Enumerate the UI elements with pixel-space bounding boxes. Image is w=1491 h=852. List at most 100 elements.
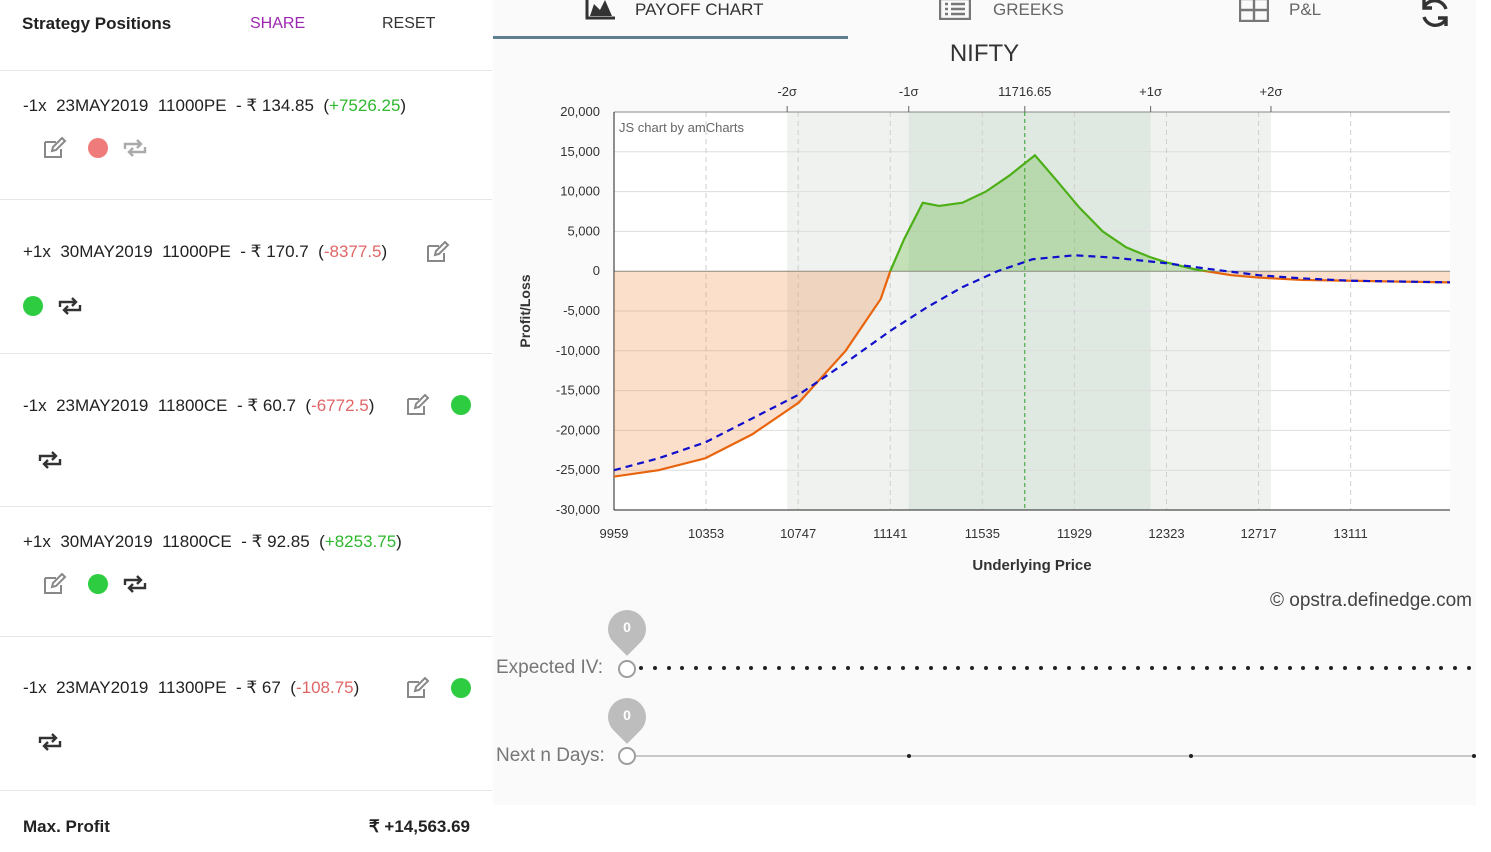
- expected-iv-tick: [777, 666, 781, 670]
- position-row: +1x 30MAY2019 11800CE - ₹ 92.85 (+8253.7…: [0, 507, 492, 637]
- expected-iv-tick: [639, 666, 643, 670]
- expected-iv-tick: [749, 666, 754, 670]
- x-tick-label: 12323: [1148, 526, 1184, 541]
- status-dot[interactable]: [451, 395, 471, 415]
- max-profit-value: ₹ +14,563.69: [368, 817, 470, 836]
- next-days-track[interactable]: [627, 755, 1475, 757]
- repeat-icon[interactable]: [122, 135, 148, 161]
- y-tick-label: 10,000: [560, 184, 600, 199]
- area-chart-icon: [585, 0, 615, 20]
- share-button[interactable]: SHARE: [250, 15, 306, 32]
- expected-iv-tick: [859, 666, 864, 670]
- repeat-icon[interactable]: [37, 729, 63, 755]
- expected-iv-tick: [928, 666, 933, 670]
- next-days-tick: [1189, 754, 1193, 758]
- expected-iv-tick: [1287, 666, 1292, 670]
- edit-icon[interactable]: [425, 239, 451, 265]
- position-row: -1x 23MAY2019 11300PE - ₹ 67 (-108.75): [0, 637, 492, 789]
- expected-iv-tick: [1260, 666, 1264, 670]
- max-profit-row: Max. Profit ₹ +14,563.69: [0, 790, 492, 852]
- x-tick-label: 11141: [873, 526, 907, 541]
- expected-iv-tick: [1191, 666, 1195, 670]
- x-tick-label: 10747: [780, 526, 816, 541]
- position-qty: -1x: [23, 678, 47, 697]
- expected-iv-tick: [721, 666, 726, 670]
- chart-title: NIFTY: [949, 40, 1020, 67]
- position-qty: -1x: [23, 96, 47, 115]
- expected-iv-tick: [915, 666, 919, 670]
- expected-iv-label: Expected IV:: [496, 657, 604, 678]
- position-expiry: 23MAY2019: [56, 96, 149, 115]
- y-tick-label: 0: [593, 263, 600, 278]
- expected-iv-tick: [873, 666, 878, 670]
- status-dot[interactable]: [88, 138, 108, 158]
- expected-iv-tick: [984, 666, 988, 670]
- repeat-icon[interactable]: [57, 293, 83, 319]
- list-icon: [938, 0, 972, 21]
- expected-iv-tick: [1108, 666, 1113, 670]
- tab-pnl[interactable]: P&L: [1238, 0, 1322, 38]
- position-pnl: -108.75: [295, 678, 354, 697]
- strategy-title: Strategy Positions: [22, 14, 172, 33]
- expected-iv-tick: [1384, 666, 1389, 670]
- tab-greeks[interactable]: GREEKS: [938, 0, 1064, 38]
- edit-icon[interactable]: [42, 571, 68, 597]
- position-strike: 11300PE: [157, 678, 227, 697]
- x-tick-label: 13111: [1334, 526, 1368, 541]
- expected-iv-tick: [1301, 666, 1306, 670]
- tab-payoff-chart[interactable]: PAYOFF CHART: [585, 0, 763, 38]
- expiry-payoff-line: [889, 153, 1214, 272]
- position-text: -1x 23MAY2019 11800CE - ₹ 60.7 (-6772.5): [23, 396, 375, 415]
- edit-icon[interactable]: [405, 675, 431, 701]
- status-dot[interactable]: [451, 678, 471, 698]
- expected-iv-tick: [694, 666, 699, 670]
- position-row: -1x 23MAY2019 11800CE - ₹ 60.7 (-6772.5): [0, 354, 492, 507]
- y-tick-label: -30,000: [556, 502, 600, 517]
- sigma-label: +2σ: [1260, 84, 1283, 99]
- expected-iv-tick: [735, 666, 740, 670]
- expected-iv-tick: [1080, 666, 1085, 670]
- strategy-header: Strategy Positions SHARE RESET: [0, 0, 492, 71]
- expected-iv-tick: [1039, 666, 1044, 670]
- position-price: - ₹ 170.7: [240, 242, 309, 261]
- y-tick-label: -15,000: [556, 383, 600, 398]
- position-price: - ₹ 60.7: [236, 396, 296, 415]
- next-days-thumb[interactable]: [618, 747, 636, 765]
- x-tick-label: 9959: [600, 526, 629, 541]
- expected-iv-tick: [652, 666, 657, 670]
- expected-iv-tick: [666, 666, 671, 670]
- y-tick-label: 15,000: [560, 144, 600, 159]
- expected-iv-tick: [1177, 666, 1182, 670]
- position-pnl: +8253.75: [324, 532, 397, 551]
- position-pnl: -8377.5: [323, 242, 382, 261]
- status-dot[interactable]: [23, 296, 43, 316]
- next-days-value: 0: [623, 707, 631, 723]
- repeat-icon[interactable]: [122, 571, 148, 597]
- edit-icon[interactable]: [42, 135, 68, 161]
- expected-iv-tick: [1066, 666, 1071, 670]
- payoff-chart[interactable]: 20,000 15,000 10,000 5,000 0 -5,000 -10,000 -15…: [493, 70, 1476, 585]
- sigma-label: 11716.65: [998, 84, 1051, 99]
- position-qty: +1x: [23, 532, 51, 551]
- expected-iv-tick: [1439, 666, 1444, 670]
- expected-iv-tick: [818, 666, 823, 670]
- sigma-label: -1σ: [899, 84, 919, 99]
- tab-label: P&L: [1289, 0, 1322, 19]
- reset-button[interactable]: RESET: [382, 15, 436, 32]
- repeat-icon[interactable]: [37, 447, 63, 473]
- edit-icon[interactable]: [405, 392, 431, 418]
- sigma-label: -2σ: [777, 84, 797, 99]
- refresh-icon[interactable]: [1418, 0, 1454, 32]
- position-price: - ₹ 92.85: [241, 532, 310, 551]
- table-icon: [1238, 0, 1270, 23]
- expected-iv-tick: [1218, 666, 1223, 670]
- position-text: +1x 30MAY2019 11800CE - ₹ 92.85 (+8253.7…: [23, 532, 402, 551]
- position-pnl: -6772.5: [311, 396, 369, 415]
- position-row: -1x 23MAY2019 11000PE - ₹ 134.85 (+7526.…: [0, 71, 492, 200]
- expected-iv-tick: [846, 666, 850, 670]
- expected-iv-thumb[interactable]: [618, 660, 636, 678]
- expected-iv-tick: [1025, 666, 1030, 670]
- position-text: -1x 23MAY2019 11000PE - ₹ 134.85 (+7526.…: [23, 96, 407, 115]
- sigma-label: +1σ: [1139, 84, 1162, 99]
- status-dot[interactable]: [88, 574, 108, 594]
